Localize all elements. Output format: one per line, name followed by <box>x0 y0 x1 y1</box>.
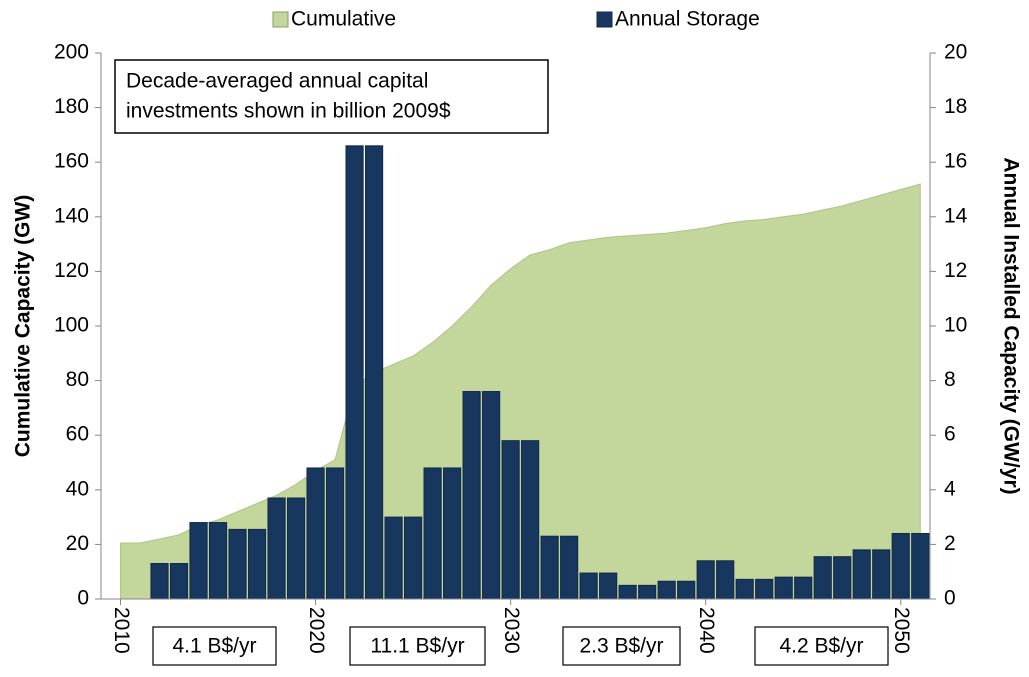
y2-tick-label: 20 <box>944 41 967 64</box>
y-tick-label: 0 <box>77 587 89 610</box>
annotation-text: Decade-averaged annual capital <box>126 70 428 93</box>
bar <box>189 522 208 600</box>
decade-label-box <box>754 626 889 666</box>
bar <box>384 516 403 600</box>
y-axis-title: Cumulative Capacity (GW) <box>12 195 35 458</box>
y2-tick-label: 4 <box>944 477 956 500</box>
y2-tick-label: 14 <box>944 204 968 227</box>
y-tick-label: 140 <box>54 204 89 227</box>
bar <box>560 535 579 600</box>
bar <box>677 580 696 600</box>
bar <box>794 576 813 600</box>
bar <box>364 145 384 600</box>
bar <box>521 440 540 600</box>
legend-swatch <box>272 11 289 28</box>
y2-tick-label: 0 <box>944 587 956 610</box>
y2-tick-label: 8 <box>944 368 956 391</box>
bar <box>247 528 267 600</box>
x-tick-label: 2020 <box>305 607 328 654</box>
annotation-box <box>114 59 549 134</box>
bar <box>735 578 754 600</box>
bar <box>443 467 462 600</box>
bar <box>345 145 364 600</box>
decade-label: 4.2 B$/yr <box>779 635 863 658</box>
bar <box>852 549 871 600</box>
bar <box>462 391 481 600</box>
x-tick-label: 2040 <box>695 607 718 654</box>
y2-axis-title: Annual Installed Capacity (GW/yr) <box>999 157 1022 494</box>
bar <box>696 560 715 600</box>
x-tick-label: 2010 <box>110 607 133 654</box>
decade-label-box <box>349 626 486 666</box>
x-tick-label: 2030 <box>500 607 523 654</box>
y-tick-label: 40 <box>66 477 89 500</box>
bar <box>813 556 832 600</box>
x-tick-label: 2050 <box>890 607 913 654</box>
bar <box>618 584 637 600</box>
bar <box>755 578 774 600</box>
bar <box>501 440 520 600</box>
bar <box>638 584 657 600</box>
bar <box>325 467 345 600</box>
decade-label-box <box>152 626 277 666</box>
y2-tick-label: 10 <box>944 314 967 337</box>
decade-label-box <box>562 626 681 666</box>
bar <box>911 532 930 600</box>
decade-label: 2.3 B$/yr <box>579 635 663 658</box>
bar <box>404 516 423 600</box>
y-tick-label: 100 <box>54 314 89 337</box>
bar <box>267 497 286 600</box>
bar <box>716 560 735 600</box>
legend-swatch <box>596 11 613 28</box>
decade-label: 11.1 B$/yr <box>370 635 464 658</box>
bar <box>579 572 598 600</box>
legend-label: Cumulative <box>291 8 396 31</box>
bar <box>208 522 228 600</box>
y2-tick-label: 16 <box>944 150 967 173</box>
bar <box>657 580 676 600</box>
bar <box>891 532 910 600</box>
bar <box>833 556 852 600</box>
annotation-text: investments shown in billion 2009$ <box>126 100 451 123</box>
y2-tick-label: 12 <box>944 259 967 282</box>
bar <box>306 467 325 600</box>
decade-label: 4.1 B$/yr <box>172 635 256 658</box>
y-tick-label: 120 <box>54 259 89 282</box>
bar <box>228 528 247 600</box>
bar <box>423 467 442 600</box>
y-tick-label: 160 <box>54 150 89 173</box>
bar <box>482 391 501 600</box>
y-tick-label: 60 <box>66 423 89 446</box>
bar <box>774 576 793 600</box>
y-tick-label: 180 <box>54 95 89 118</box>
bar <box>872 549 891 600</box>
bar <box>540 535 559 600</box>
y2-tick-label: 2 <box>944 532 956 555</box>
bar <box>150 563 169 600</box>
y-tick-label: 80 <box>66 368 89 391</box>
bar <box>286 497 306 600</box>
legend-label: Annual Storage <box>615 8 760 31</box>
y2-tick-label: 6 <box>944 423 956 446</box>
bar <box>599 572 618 600</box>
y-tick-label: 20 <box>66 532 89 555</box>
y-tick-label: 200 <box>54 41 89 64</box>
bar <box>169 563 189 600</box>
y2-tick-label: 18 <box>944 95 967 118</box>
